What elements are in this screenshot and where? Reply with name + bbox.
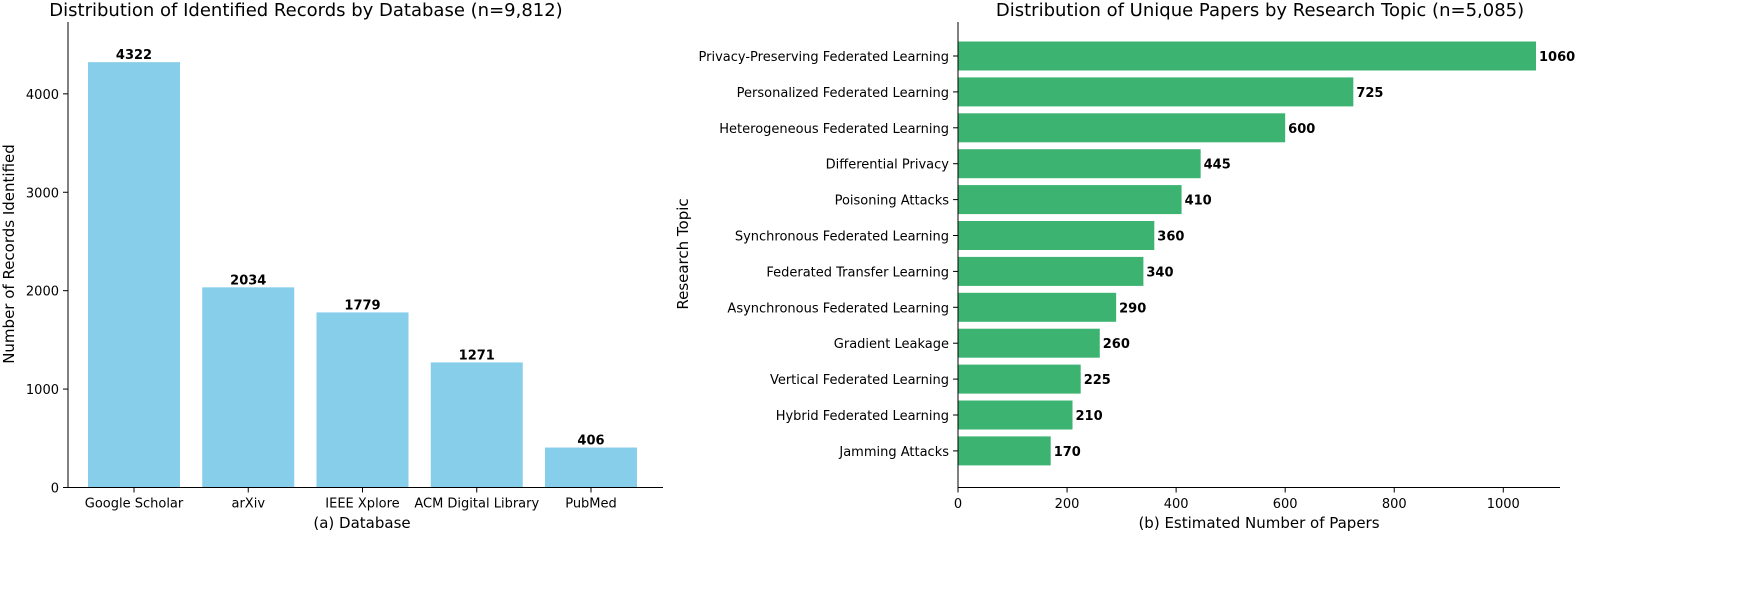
- chart-research-topic: Distribution of Unique Papers by Researc…: [674, 0, 1575, 532]
- x-tick-label: PubMed: [565, 497, 617, 512]
- data-label: 260: [1103, 337, 1130, 352]
- y-tick-label: Personalized Federated Learning: [737, 86, 949, 101]
- x-axis-label: (a) Database: [313, 514, 410, 532]
- y-tick-label: Differential Privacy: [826, 158, 950, 173]
- bar: [958, 436, 1051, 466]
- y-axis-label: Research Topic: [674, 198, 692, 309]
- y-tick-label: Hybrid Federated Learning: [776, 409, 949, 424]
- x-tick-label: 0: [954, 497, 962, 512]
- data-label: 2034: [230, 273, 266, 288]
- bar: [958, 364, 1081, 394]
- y-tick-label: Heterogeneous Federated Learning: [719, 122, 949, 137]
- bar: [430, 362, 523, 488]
- y-tick-label: 2000: [26, 285, 59, 300]
- data-label: 445: [1204, 158, 1231, 173]
- bar: [88, 62, 180, 488]
- data-label: 170: [1054, 445, 1081, 460]
- data-label: 406: [577, 434, 604, 449]
- data-label: 360: [1157, 230, 1184, 245]
- data-label: 290: [1119, 301, 1146, 316]
- y-tick-label: 4000: [26, 88, 59, 103]
- data-label: 1060: [1539, 50, 1575, 65]
- y-tick-label: 3000: [26, 186, 59, 201]
- data-label: 340: [1146, 265, 1173, 280]
- bar: [202, 287, 295, 488]
- y-tick-label: Vertical Federated Learning: [770, 373, 949, 388]
- bar: [958, 256, 1144, 286]
- x-tick-label: 400: [1164, 497, 1189, 512]
- data-label: 225: [1084, 373, 1111, 388]
- bar: [958, 221, 1155, 250]
- bar: [545, 447, 637, 488]
- x-tick-label: Google Scholar: [85, 497, 184, 512]
- x-tick-label: 1000: [1487, 497, 1520, 512]
- data-label: 1779: [344, 298, 380, 313]
- bar: [958, 113, 1286, 143]
- y-tick-label: 0: [51, 482, 59, 497]
- data-label: 410: [1185, 194, 1212, 209]
- bar: [958, 292, 1117, 322]
- y-axis-label: Number of Records Identified: [0, 144, 18, 364]
- x-tick-label: 600: [1273, 497, 1298, 512]
- x-axis-label: (b) Estimated Number of Papers: [1138, 514, 1379, 532]
- bar: [958, 400, 1073, 430]
- x-tick-label: arXiv: [231, 497, 265, 512]
- data-label: 4322: [116, 48, 152, 63]
- y-tick-label: Jamming Attacks: [838, 445, 949, 460]
- bar: [958, 41, 1537, 71]
- y-tick-label: Poisoning Attacks: [835, 194, 950, 209]
- chart-database: Distribution of Identified Records by Da…: [0, 0, 663, 532]
- bar: [316, 312, 409, 488]
- data-label: 210: [1076, 409, 1103, 424]
- data-label: 1271: [459, 348, 495, 363]
- bar: [958, 185, 1182, 215]
- y-tick-label: Privacy-Preserving Federated Learning: [699, 50, 950, 65]
- bar: [958, 149, 1201, 179]
- x-tick-label: IEEE Xplore: [325, 497, 399, 512]
- x-tick-label: 800: [1382, 497, 1407, 512]
- bar: [958, 77, 1354, 107]
- y-tick-label: Gradient Leakage: [834, 337, 949, 352]
- y-tick-label: 1000: [26, 383, 59, 398]
- x-tick-label: 200: [1055, 497, 1080, 512]
- y-tick-label: Asynchronous Federated Learning: [727, 301, 949, 316]
- data-label: 600: [1288, 122, 1315, 137]
- bar: [958, 328, 1100, 358]
- y-tick-label: Synchronous Federated Learning: [735, 230, 949, 245]
- chart-title: Distribution of Unique Papers by Researc…: [996, 0, 1524, 21]
- x-tick-label: ACM Digital Library: [414, 497, 539, 512]
- y-tick-label: Federated Transfer Learning: [766, 265, 949, 280]
- data-label: 725: [1356, 86, 1383, 101]
- chart-title: Distribution of Identified Records by Da…: [49, 0, 562, 21]
